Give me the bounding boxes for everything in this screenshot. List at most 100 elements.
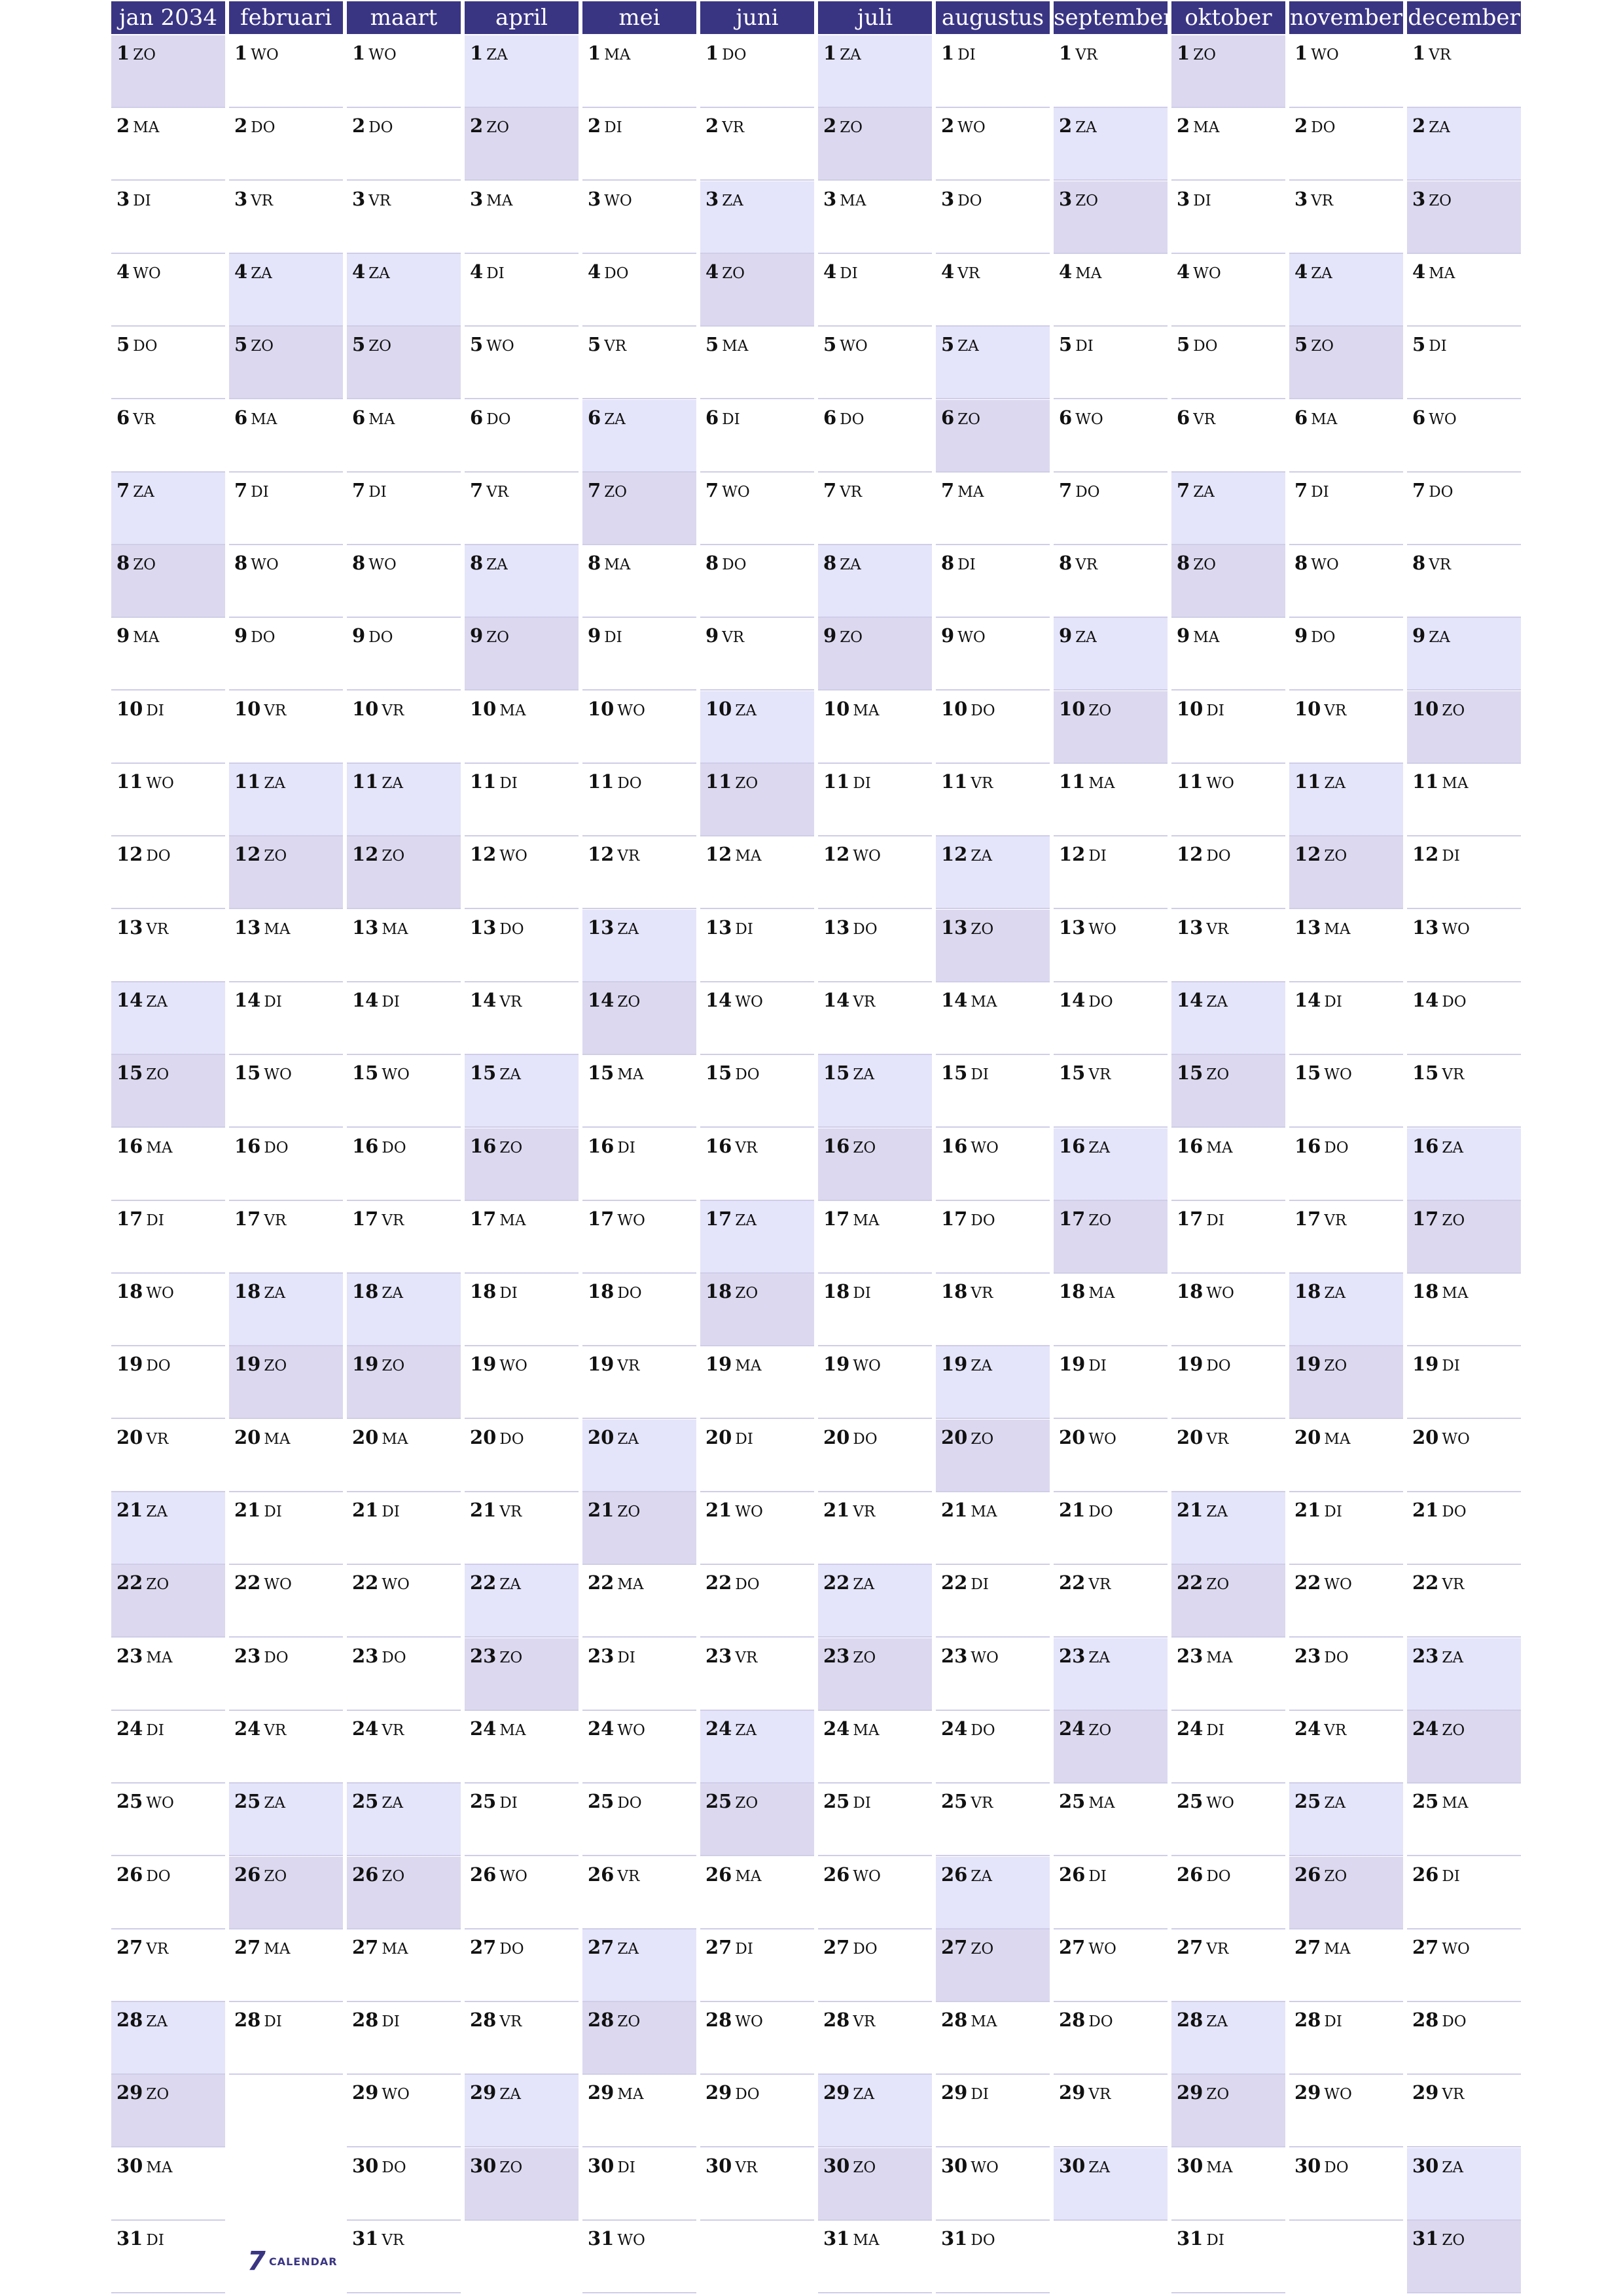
day-cell: 30 ZA bbox=[1054, 2147, 1168, 2221]
day-number: 15 bbox=[352, 1062, 379, 1085]
logo-mark: 7 bbox=[247, 2246, 266, 2276]
weekday-label: WO bbox=[368, 556, 397, 574]
day-label: 10 VR bbox=[1294, 698, 1346, 720]
day-number: 14 bbox=[234, 988, 261, 1011]
weekday-label: DO bbox=[146, 1867, 171, 1885]
weekday-label: DI bbox=[735, 1430, 753, 1448]
day-label: 16 DO bbox=[234, 1135, 289, 1157]
day-number: 25 bbox=[588, 1790, 615, 1813]
day-cell: 16 DI bbox=[582, 1128, 696, 1201]
day-number: 3 bbox=[705, 187, 719, 210]
day-number: 29 bbox=[941, 2081, 968, 2104]
day-cell: 31 DI bbox=[111, 2221, 225, 2293]
weekday-label: WO bbox=[735, 1503, 763, 1520]
weekday-label: DO bbox=[486, 410, 511, 428]
day-cell: 26 DI bbox=[1054, 1857, 1168, 1929]
day-cell: 8 VR bbox=[1054, 545, 1168, 619]
day-number: 21 bbox=[588, 1499, 615, 1521]
weekday-label: MA bbox=[1193, 629, 1220, 647]
day-label: 9 DO bbox=[1294, 624, 1335, 647]
day-number: 17 bbox=[823, 1207, 850, 1230]
day-number: 18 bbox=[705, 1280, 732, 1303]
day-cell: 21 DI bbox=[347, 1492, 461, 1565]
weekday-label: DI bbox=[264, 993, 282, 1011]
day-label: 19 VR bbox=[588, 1353, 639, 1375]
weekday-label: MA bbox=[1442, 1795, 1469, 1812]
day-number: 5 bbox=[234, 333, 248, 356]
day-label: 24 VR bbox=[352, 1717, 404, 1740]
weekday-label: ZA bbox=[382, 775, 403, 792]
day-label: 4 DO bbox=[588, 260, 628, 283]
day-label: 13 DO bbox=[470, 916, 524, 939]
day-cell: 1 DI bbox=[936, 35, 1050, 108]
day-cell: 11 VR bbox=[936, 764, 1050, 836]
day-number: 29 bbox=[705, 2081, 732, 2104]
day-number: 19 bbox=[1294, 1353, 1321, 1376]
weekday-label: ZO bbox=[1442, 1211, 1465, 1229]
day-number: 10 bbox=[705, 697, 732, 720]
day-label: 10 ZO bbox=[1059, 698, 1111, 720]
day-label: 18 MA bbox=[1059, 1280, 1115, 1302]
weekday-label: DO bbox=[499, 1940, 524, 1958]
day-cell: 11 WO bbox=[111, 764, 225, 836]
day-label: 24 ZO bbox=[1059, 1717, 1111, 1740]
day-label: 30 ZA bbox=[1412, 2155, 1463, 2177]
day-cell: 20 DI bbox=[700, 1420, 814, 1492]
day-number: 21 bbox=[1294, 1499, 1321, 1521]
day-label: 3 DI bbox=[116, 188, 151, 210]
weekday-label: VR bbox=[1206, 1430, 1229, 1448]
weekday-label: ZA bbox=[1206, 2013, 1228, 2031]
day-number: 27 bbox=[588, 1935, 615, 1958]
day-label: 25 MA bbox=[1412, 1790, 1469, 1812]
weekday-label: DO bbox=[840, 410, 865, 428]
day-number: 7 bbox=[941, 478, 955, 501]
day-label: 3 ZO bbox=[1059, 188, 1098, 210]
day-cell: 26 VR bbox=[582, 1857, 696, 1929]
weekday-label: DO bbox=[1324, 2159, 1349, 2176]
day-label: 13 VR bbox=[1177, 916, 1228, 939]
day-cell: 10 MA bbox=[465, 691, 579, 764]
day-cell: 8 DO bbox=[700, 545, 814, 619]
day-cell: 12 ZO bbox=[347, 836, 461, 910]
day-number: 28 bbox=[234, 2009, 261, 2032]
day-label: 29 WO bbox=[1294, 2081, 1352, 2104]
weekday-label: DI bbox=[1206, 1211, 1224, 1229]
day-number: 2 bbox=[588, 115, 601, 137]
day-cell: 14 WO bbox=[700, 982, 814, 1055]
weekday-label: DO bbox=[1075, 483, 1100, 501]
day-cell: 1 WO bbox=[229, 35, 343, 108]
day-label: 11 ZA bbox=[234, 770, 285, 793]
day-number: 28 bbox=[1059, 2009, 1086, 2032]
day-label: 11 DO bbox=[588, 770, 642, 793]
day-number: 30 bbox=[1059, 2154, 1086, 2177]
day-cell: 6 WO bbox=[1054, 400, 1168, 473]
day-label: 6 VR bbox=[1177, 406, 1215, 429]
day-label: 14 DO bbox=[1059, 989, 1113, 1011]
day-label: 2 DI bbox=[588, 115, 622, 137]
day-label: 13 WO bbox=[1412, 916, 1470, 939]
weekday-label: ZA bbox=[853, 1576, 874, 1594]
day-cell: 24 VR bbox=[229, 1711, 343, 1784]
weekday-label: VR bbox=[1442, 1576, 1465, 1594]
day-label: 6 VR bbox=[116, 406, 155, 429]
day-number: 13 bbox=[941, 916, 968, 939]
weekday-label: DI bbox=[1193, 192, 1211, 209]
day-cell: 14 MA bbox=[936, 982, 1050, 1055]
day-label: 25 WO bbox=[116, 1790, 174, 1812]
day-label: 7 WO bbox=[705, 479, 750, 501]
weekday-label: ZA bbox=[840, 556, 861, 574]
day-cell: 26 WO bbox=[818, 1857, 932, 1929]
weekday-label: ZO bbox=[1088, 1721, 1112, 1739]
day-number: 6 bbox=[352, 406, 366, 429]
day-cell: 1 WO bbox=[347, 35, 461, 108]
day-number: 29 bbox=[1294, 2081, 1321, 2104]
weekday-label: DO bbox=[617, 775, 642, 792]
day-cell: 25 MA bbox=[1054, 1784, 1168, 1857]
day-cell: 7 VR bbox=[465, 473, 579, 545]
day-cell: 22 ZO bbox=[1171, 1565, 1285, 1638]
day-number: 1 bbox=[234, 42, 248, 64]
day-cell: 2 MA bbox=[111, 108, 225, 181]
day-number: 29 bbox=[116, 2081, 143, 2104]
weekday-label: ZA bbox=[1324, 1285, 1346, 1302]
day-number: 26 bbox=[470, 1863, 497, 1886]
